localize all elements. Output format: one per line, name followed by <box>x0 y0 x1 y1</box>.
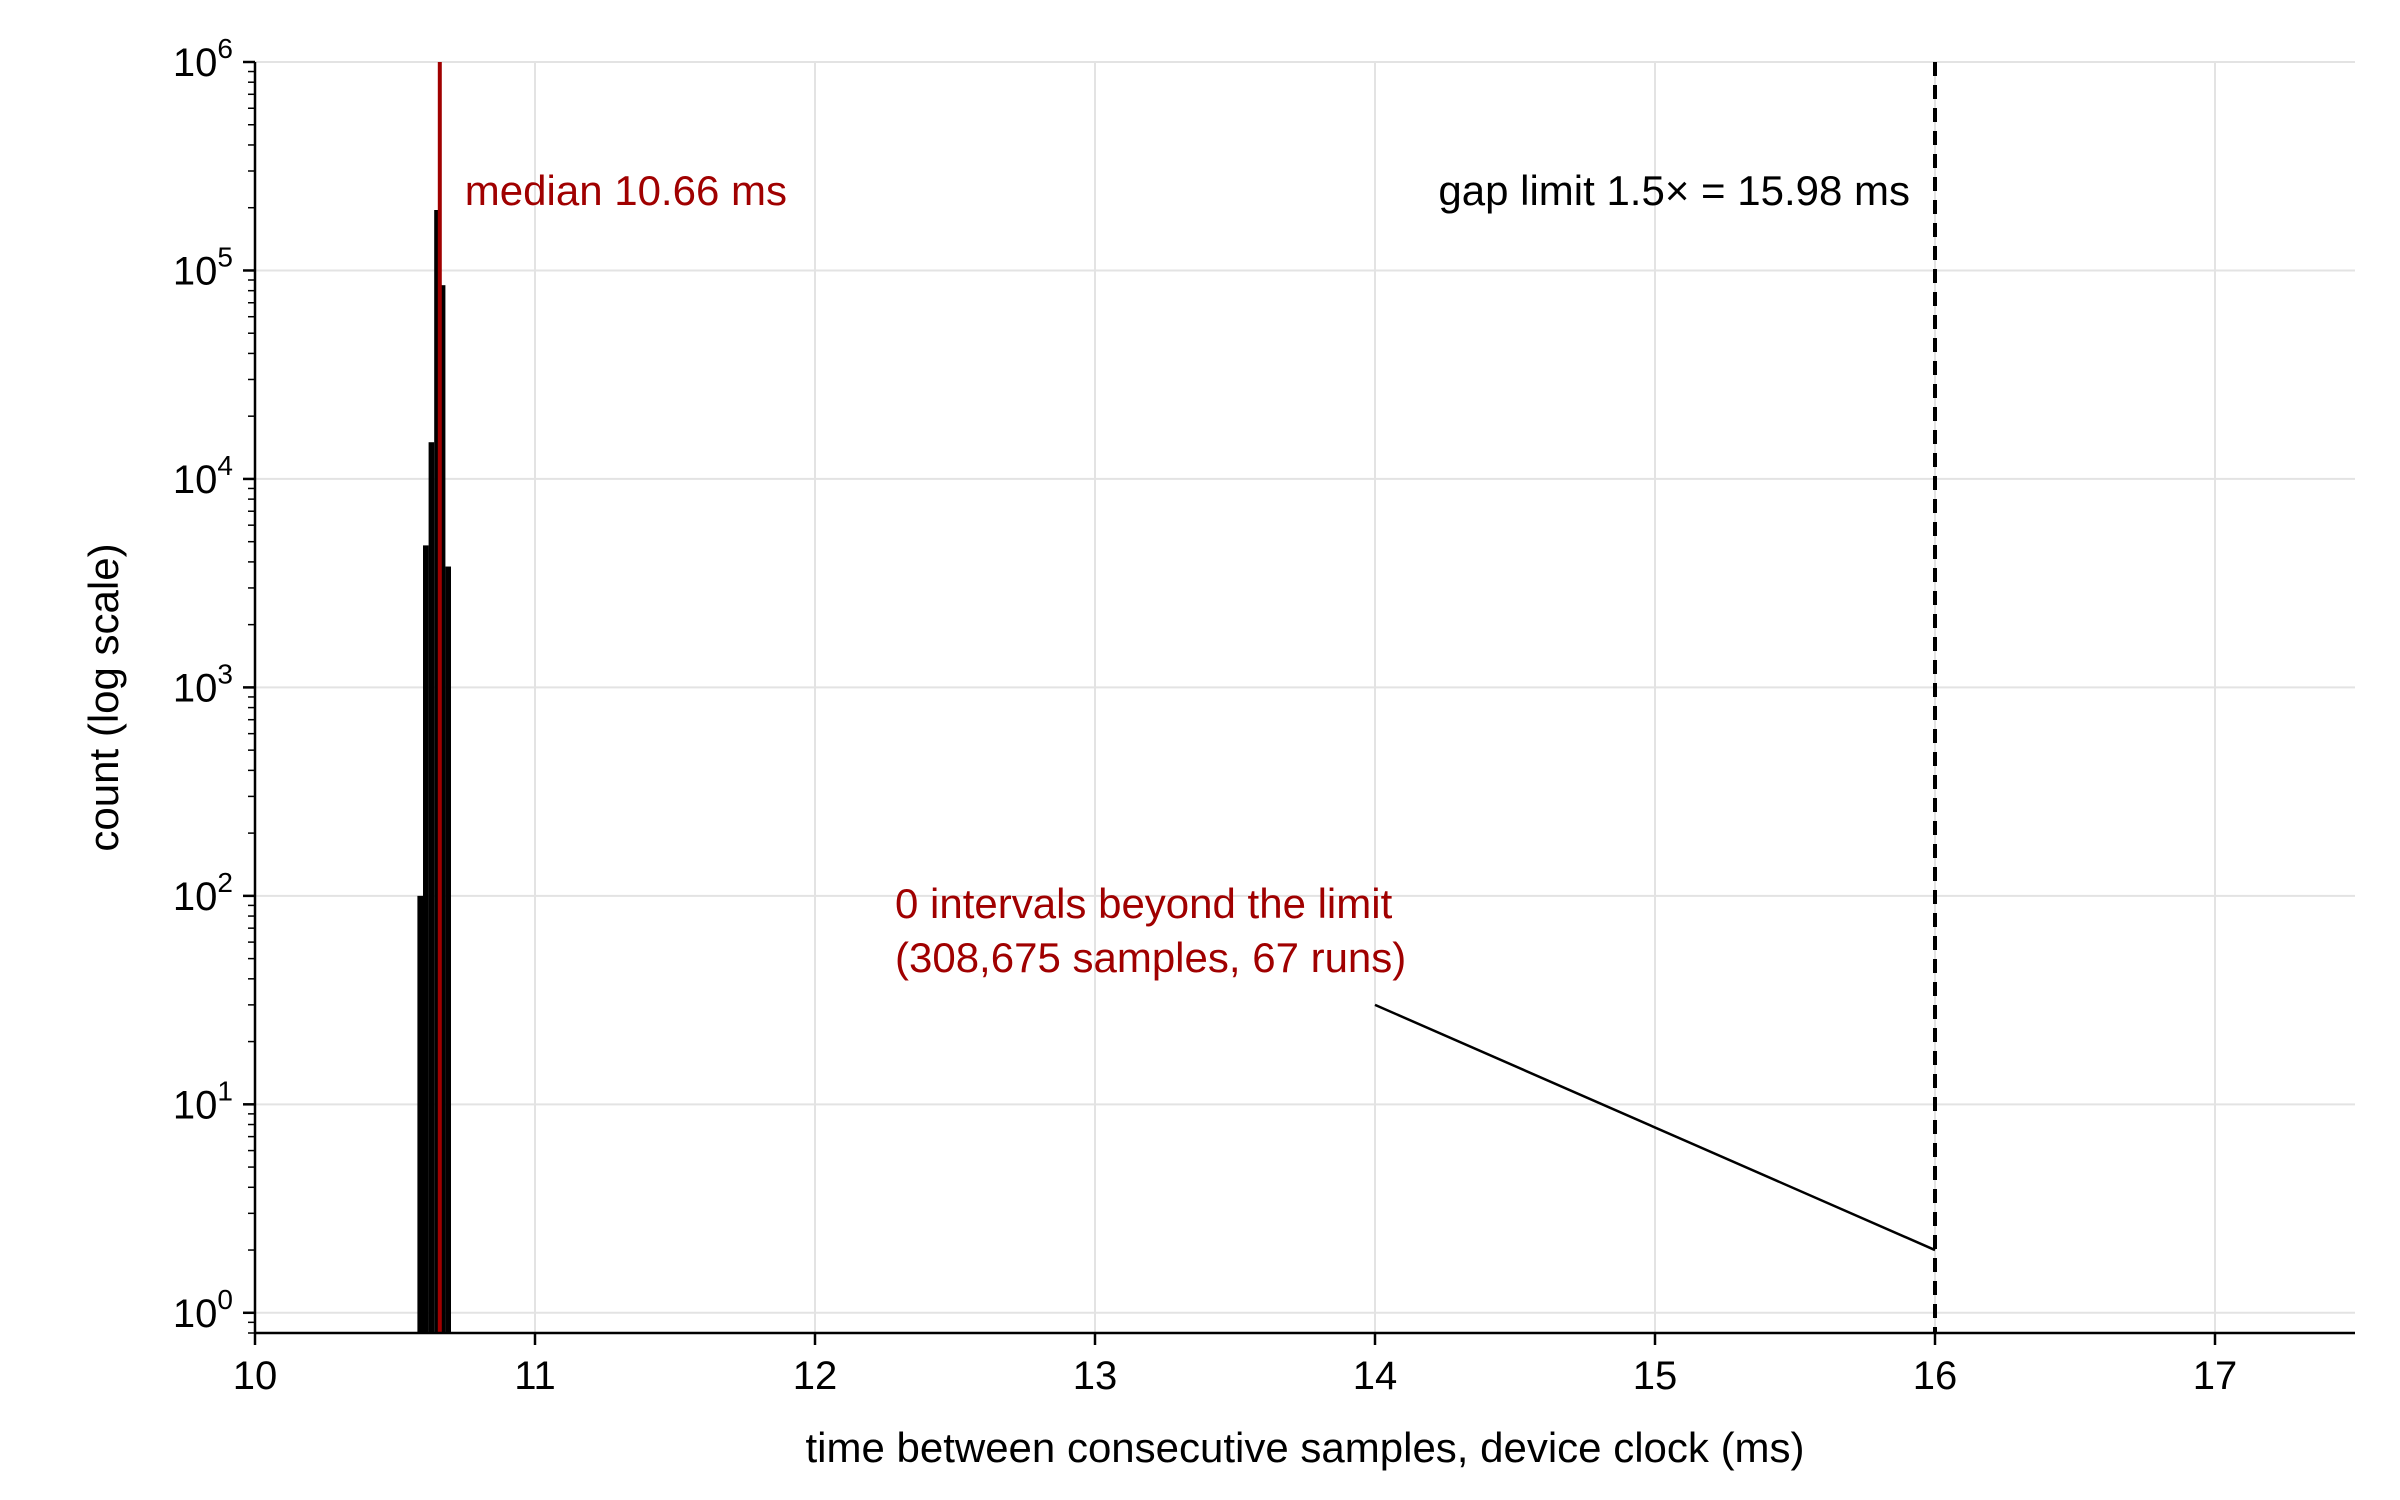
axes <box>243 60 2355 1345</box>
histogram-bar <box>417 895 423 1333</box>
x-tick-label: 16 <box>1913 1354 1958 1398</box>
x-tick-label: 11 <box>514 1354 556 1398</box>
gap-limit-label: gap limit 1.5× = 15.98 ms <box>1438 167 1910 214</box>
x-tick-label: 10 <box>233 1354 278 1398</box>
y-axis-title: count (log scale) <box>80 543 127 851</box>
reference-lines <box>437 62 1937 1333</box>
x-tick-label: 17 <box>2193 1354 2238 1398</box>
histogram-bar <box>423 545 429 1333</box>
x-tick-label: 15 <box>1633 1354 1678 1398</box>
x-tick-label: 14 <box>1353 1354 1398 1398</box>
y-tick-label: 104 <box>173 450 233 502</box>
beyond-limit-note-line-1: 0 intervals beyond the limit <box>895 880 1393 927</box>
median-label: median 10.66 ms <box>465 167 787 214</box>
histogram-bar <box>434 210 440 1334</box>
annotation-pointer <box>1374 1003 1936 1252</box>
histogram-bars <box>417 210 451 1334</box>
annotations: median 10.66 ms gap limit 1.5× = 15.98 m… <box>465 167 1910 981</box>
grid-lines <box>254 61 2355 1333</box>
y-tick-label: 103 <box>173 658 233 710</box>
histogram-bar <box>439 285 446 1333</box>
y-tick-label: 100 <box>173 1284 233 1336</box>
x-axis-title: time between consecutive samples, device… <box>805 1424 1804 1471</box>
y-tick-label: 101 <box>173 1075 233 1127</box>
histogram-bar <box>445 566 451 1333</box>
y-tick-label: 105 <box>173 241 233 293</box>
tick-labels: 10 11 12 13 14 15 16 17 100 101 102 103 104 105 106 <box>173 33 2237 1398</box>
x-tick-label: 12 <box>793 1354 838 1398</box>
y-tick-label: 102 <box>173 867 233 919</box>
histogram-bar <box>428 442 435 1334</box>
x-tick-label: 13 <box>1073 1354 1118 1398</box>
beyond-limit-note-line-2: (308,675 samples, 67 runs) <box>895 934 1406 981</box>
y-tick-label: 106 <box>173 33 233 85</box>
